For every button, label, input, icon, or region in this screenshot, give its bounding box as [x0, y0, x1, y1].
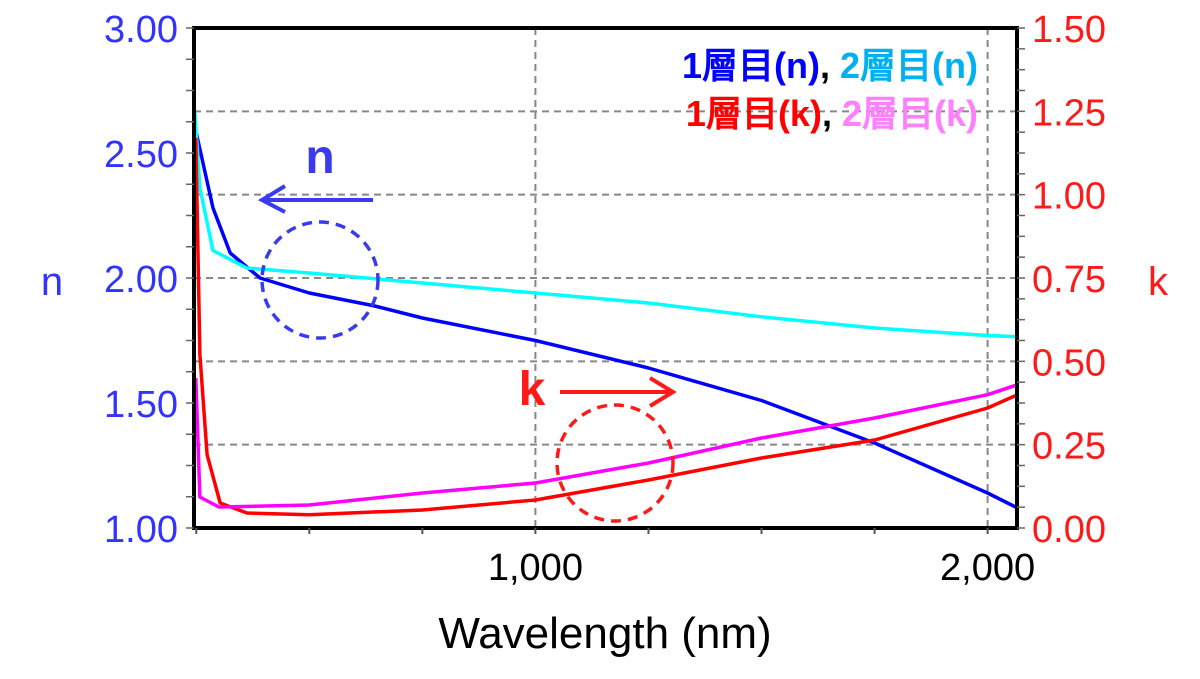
x-tick-label: 2,000: [940, 547, 1035, 589]
y-right-tick-label: 0.25: [1032, 426, 1106, 468]
y-left-tick-label: 1.00: [104, 509, 178, 551]
y-right-tick-label: 1.50: [1032, 9, 1106, 51]
y-left-tick-label: 1.50: [104, 384, 178, 426]
series-line-2: [194, 137, 1019, 517]
grid: [194, 28, 1017, 528]
legend-separator: ,: [820, 45, 830, 86]
legend-series-2n: 2層目(n): [840, 45, 978, 86]
legend-series-1n: 1層目(n): [682, 45, 820, 86]
y-right-tick-label: 0.75: [1032, 259, 1106, 301]
series-line-1: [193, 112, 1018, 339]
x-tick-label: 1,000: [488, 547, 583, 589]
y-right-tick-label: 1.25: [1032, 92, 1106, 134]
y-right-tick-label: 0.00: [1032, 509, 1106, 551]
y-axis-left-label: n: [41, 260, 63, 304]
annotation-n-label: n: [305, 131, 334, 184]
arrow-left-icon: [257, 184, 373, 214]
y-left-tick-label: 2.50: [104, 134, 178, 176]
annotation-n-circle: [260, 220, 380, 340]
legend-series-2k: 2層目(k): [842, 93, 978, 134]
annotation-k-label: k: [519, 363, 546, 416]
y-axis-right-label: k: [1148, 260, 1169, 304]
legend-series-1k: 1層目(k): [686, 93, 822, 134]
annotation-k-circle: [555, 403, 675, 523]
series-lines: [193, 112, 1019, 517]
series-line-3: [194, 377, 1019, 509]
y-right-tick-label: 1.00: [1032, 176, 1106, 218]
y-left-tick-label: 2.00: [104, 259, 178, 301]
y-left-tick-label: 3.00: [104, 9, 178, 51]
y-right-tick-label: 0.50: [1032, 342, 1106, 384]
legend-row-n: 1層目(n), 2層目(n): [682, 45, 978, 86]
legend-separator: ,: [822, 93, 832, 134]
ticks: 1,000 2,000 3.00 2.50 2.00 1.50 1.00 1.50 1.25 1.…: [104, 9, 1106, 589]
x-axis-label: Wavelength (nm): [438, 609, 771, 658]
legend-row-k: 1層目(k), 2層目(k): [686, 93, 978, 134]
series-line-0: [194, 132, 1019, 510]
arrow-right-icon: [560, 376, 677, 408]
